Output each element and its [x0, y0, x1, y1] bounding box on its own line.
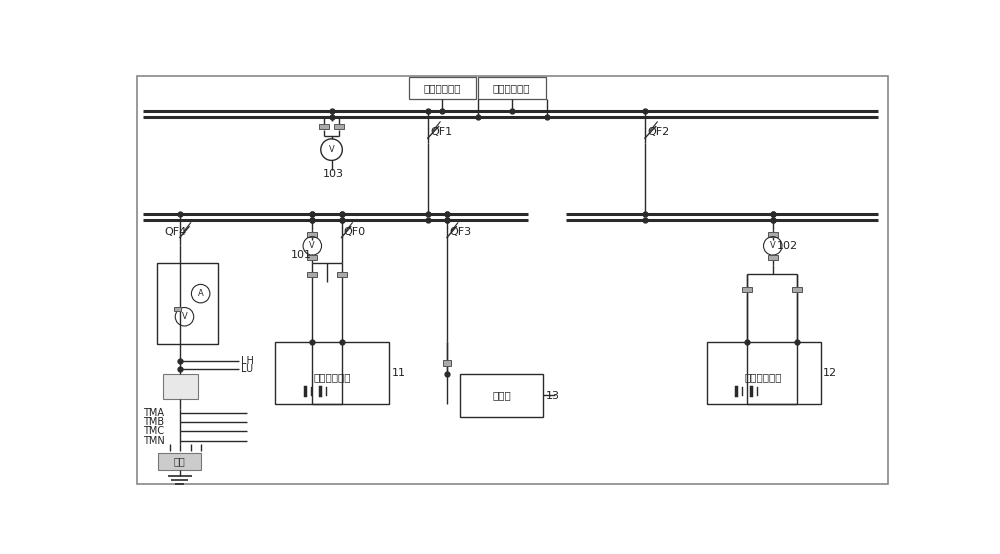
- Text: 101: 101: [291, 250, 312, 260]
- Bar: [792, 287, 802, 293]
- Text: LH: LH: [241, 356, 254, 366]
- Bar: [768, 255, 778, 260]
- Bar: [337, 271, 347, 277]
- Text: LU: LU: [241, 364, 254, 374]
- Bar: [157, 263, 218, 343]
- Bar: [707, 342, 820, 404]
- Text: 直流监控装置: 直流监控装置: [493, 83, 530, 93]
- Text: QF0: QF0: [344, 227, 366, 237]
- Text: 接地: 接地: [174, 456, 186, 466]
- Text: QF3: QF3: [449, 227, 471, 237]
- Text: A: A: [198, 289, 204, 298]
- Text: 13: 13: [546, 391, 560, 401]
- Bar: [275, 342, 389, 404]
- Text: V: V: [182, 312, 187, 321]
- Text: 交流监控装置: 交流监控装置: [424, 83, 461, 93]
- Bar: [163, 375, 198, 399]
- Bar: [409, 77, 476, 99]
- Text: V: V: [329, 145, 334, 154]
- Bar: [742, 287, 752, 293]
- Bar: [334, 124, 344, 129]
- Text: 103: 103: [323, 170, 344, 179]
- Text: 102: 102: [777, 241, 798, 251]
- Bar: [478, 77, 546, 99]
- Text: 11: 11: [392, 368, 406, 378]
- Bar: [307, 232, 317, 237]
- Bar: [174, 307, 181, 311]
- Text: QF4: QF4: [164, 227, 187, 237]
- Bar: [307, 255, 317, 260]
- Text: TMB: TMB: [143, 417, 164, 427]
- Bar: [319, 124, 329, 129]
- Bar: [768, 232, 778, 237]
- Text: QF2: QF2: [647, 127, 670, 137]
- Text: 工作蓄电池组: 工作蓄电池组: [314, 372, 351, 382]
- Bar: [460, 375, 543, 417]
- Text: 备用蓄电池组: 备用蓄电池组: [745, 372, 782, 382]
- Text: V: V: [309, 242, 315, 250]
- Text: TMC: TMC: [143, 427, 164, 437]
- Text: 放电仪: 放电仪: [492, 391, 511, 401]
- Text: V: V: [770, 242, 776, 250]
- Text: QF1: QF1: [430, 127, 452, 137]
- Bar: [158, 453, 201, 470]
- Text: TMN: TMN: [143, 435, 165, 446]
- Bar: [443, 360, 451, 366]
- Text: TMA: TMA: [143, 408, 164, 418]
- Text: 12: 12: [823, 368, 837, 378]
- Bar: [307, 271, 317, 277]
